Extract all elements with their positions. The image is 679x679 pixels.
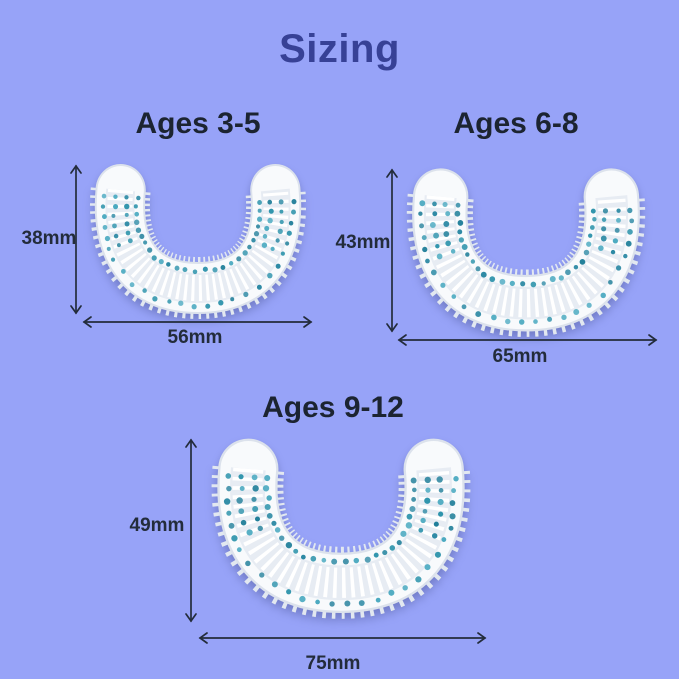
page-title: Sizing (279, 27, 400, 71)
width-arrow-ages-9-12 (198, 632, 487, 644)
mouthpiece-illustration-ages-6-8 (406, 168, 646, 337)
mouthpiece-illustration-ages-3-5 (89, 164, 307, 320)
height-dimension-label-ages-6-8: 43mm (335, 232, 391, 253)
figure-heading-ages-6-8: Ages 6-8 (453, 107, 579, 140)
height-dimension-label-ages-3-5: 38mm (21, 228, 77, 249)
height-dimension-label-ages-9-12: 49mm (129, 515, 185, 536)
width-dimension-label-ages-3-5: 56mm (167, 327, 223, 348)
mouthpiece-illustration-ages-9-12 (211, 438, 471, 619)
width-dimension-label-ages-9-12: 75mm (305, 653, 361, 674)
figure-heading-ages-9-12: Ages 9-12 (262, 391, 404, 424)
figure-heading-ages-3-5: Ages 3-5 (135, 107, 261, 140)
width-dimension-label-ages-6-8: 65mm (492, 346, 548, 367)
